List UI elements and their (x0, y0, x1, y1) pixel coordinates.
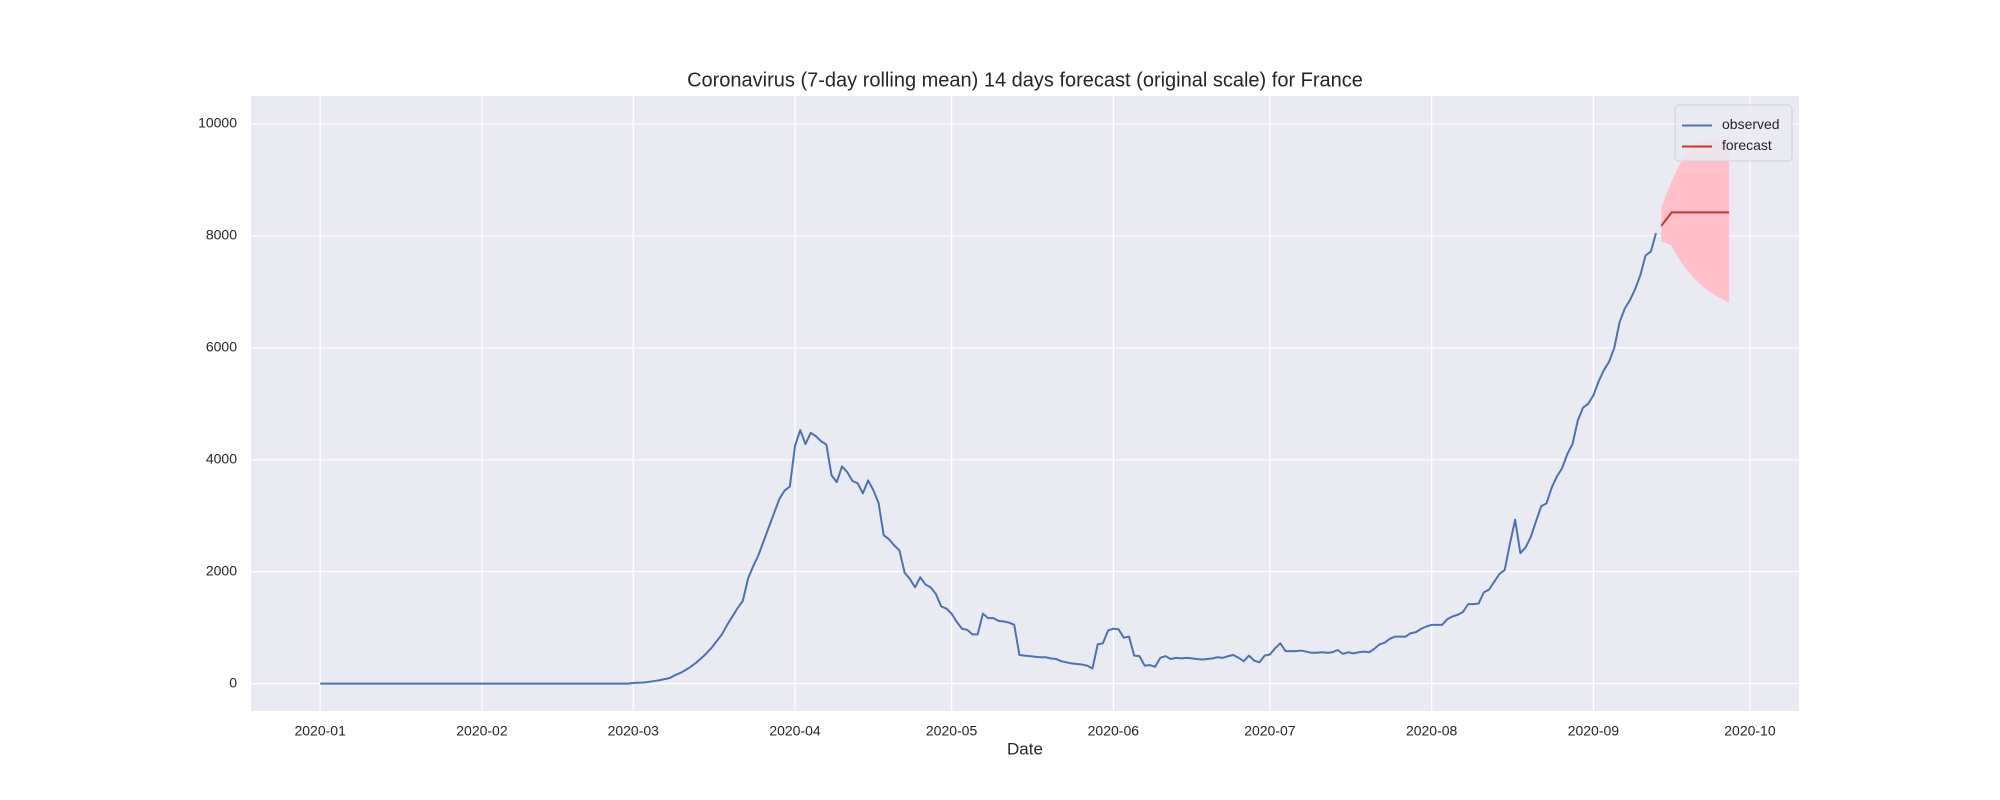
x-axis-label: Date (1007, 739, 1043, 758)
legend-label: observed (1722, 116, 1780, 132)
x-tick-label: 2020-04 (769, 723, 821, 739)
x-tick-label: 2020-09 (1568, 723, 1620, 739)
x-tick-label: 2020-06 (1088, 723, 1140, 739)
x-tick-label: 2020-01 (294, 723, 346, 739)
labels: 0 2000 4000 6000 8000 10000 2020-01 2020-02 2020… (198, 115, 1776, 739)
grid (251, 96, 1799, 711)
legend: observed forecast (1674, 104, 1793, 162)
y-tick-label: 2000 (206, 562, 237, 578)
plot-area (251, 96, 1799, 711)
y-tick-label: 10000 (198, 115, 237, 131)
series-line (1660, 211, 1730, 227)
legend-label: forecast (1722, 137, 1772, 153)
marks (320, 139, 1730, 685)
y-tick-label: 0 (229, 674, 237, 690)
y-tick-label: 4000 (206, 450, 237, 466)
y-tick-label: 8000 (206, 227, 237, 243)
series-line (320, 232, 1657, 685)
x-tick-label: 2020-08 (1406, 723, 1458, 739)
confidence-band (1661, 139, 1730, 304)
chart-title: Coronavirus (7-day rolling mean) 14 days… (687, 69, 1363, 91)
x-tick-label: 2020-03 (608, 723, 660, 739)
x-tick-label: 2020-05 (926, 723, 978, 739)
x-tick-label: 2020-07 (1244, 723, 1296, 739)
x-tick-label: 2020-10 (1724, 723, 1776, 739)
x-tick-label: 2020-02 (456, 723, 508, 739)
y-tick-label: 6000 (206, 339, 237, 355)
